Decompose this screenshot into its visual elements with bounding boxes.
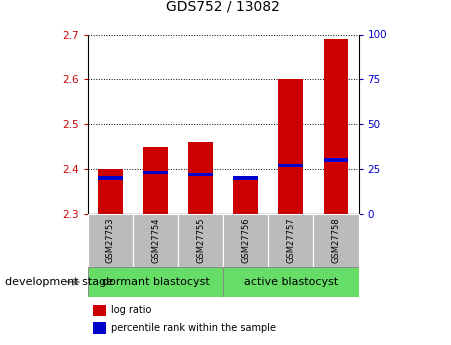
Bar [189,142,213,214]
Bar [278,79,303,214]
Bar [278,164,303,167]
Text: GSM27756: GSM27756 [241,218,250,264]
Text: GSM27755: GSM27755 [196,218,205,263]
Text: GSM27757: GSM27757 [286,218,295,264]
Bar [223,214,268,267]
Bar [93,322,106,334]
Bar [323,39,348,214]
Bar [313,214,359,267]
Text: dormant blastocyst: dormant blastocyst [102,277,209,287]
Text: active blastocyst: active blastocyst [244,277,338,287]
Text: GDS752 / 13082: GDS752 / 13082 [166,0,280,14]
Bar [88,214,133,267]
Bar [133,214,178,267]
Bar [88,267,223,297]
Bar [189,173,213,176]
Text: development stage: development stage [5,277,113,287]
Text: percentile rank within the sample: percentile rank within the sample [111,323,276,333]
Bar [143,147,168,214]
Bar [143,171,168,174]
Text: log ratio: log ratio [111,305,152,315]
Text: GSM27754: GSM27754 [151,218,160,263]
Text: GSM27758: GSM27758 [331,218,341,264]
Bar [223,267,359,297]
Bar [268,214,313,267]
Bar [98,169,123,214]
Bar [93,305,106,316]
Bar [323,158,348,162]
Bar [234,176,258,214]
Text: GSM27753: GSM27753 [106,218,115,264]
Bar [178,214,223,267]
Bar [234,176,258,180]
Bar [98,176,123,180]
